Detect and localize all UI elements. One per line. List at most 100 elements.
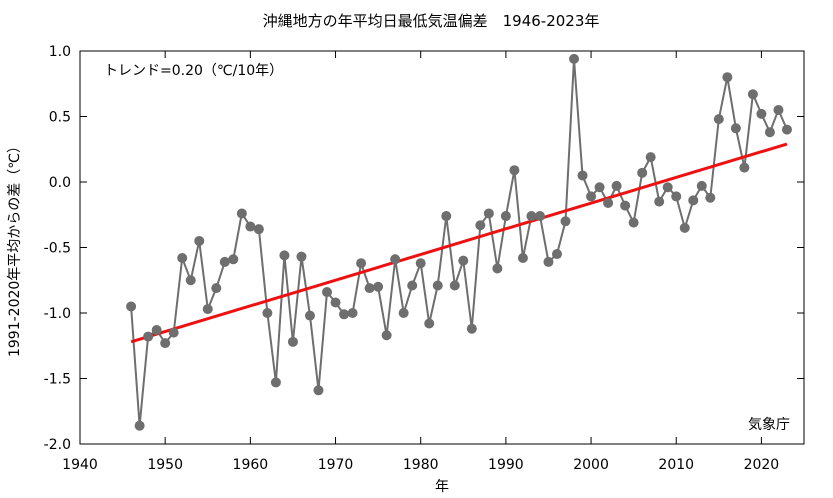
data-point <box>390 254 401 265</box>
data-point <box>730 123 741 134</box>
data-point <box>151 325 162 336</box>
data-point <box>270 377 281 388</box>
x-tick-label: 1940 <box>62 457 98 473</box>
data-point <box>424 318 435 329</box>
data-point <box>245 221 256 232</box>
data-point <box>134 420 145 431</box>
data-point <box>688 195 699 206</box>
data-point <box>645 152 656 163</box>
data-point <box>339 309 350 320</box>
data-point <box>679 222 690 233</box>
data-point <box>517 252 528 263</box>
data-point <box>764 127 775 138</box>
y-tick-label: -0.5 <box>44 241 71 257</box>
y-tick-label: -1.0 <box>44 306 71 322</box>
data-point <box>628 217 639 228</box>
data-point <box>781 124 792 135</box>
data-point <box>637 167 648 178</box>
data-point <box>594 182 605 193</box>
x-tick-label: 1960 <box>233 457 269 473</box>
data-point <box>586 191 597 202</box>
x-tick-label: 1950 <box>147 457 183 473</box>
trend-group <box>130 142 788 344</box>
data-point <box>253 224 264 235</box>
data-point <box>603 197 614 208</box>
y-axis-label: 1991-2020年平均からの差（℃） <box>7 139 23 357</box>
y-tick-label: -1.5 <box>44 372 71 388</box>
data-point <box>458 255 469 266</box>
data-point <box>500 211 511 222</box>
data-point <box>330 297 341 308</box>
data-point <box>560 216 571 227</box>
axis-ticks: 1940 1950 1960 1970 1980 1990 2000 2010 2020 -2.0… <box>44 44 804 473</box>
data-point <box>747 89 758 100</box>
data-point <box>509 165 520 176</box>
source-label: 気象庁 <box>748 417 790 433</box>
data-point <box>475 220 486 231</box>
data-point <box>381 330 392 341</box>
data-point <box>620 200 631 211</box>
data-point <box>654 196 665 207</box>
data-point <box>705 192 716 203</box>
y-tick-label: 0.5 <box>49 110 71 126</box>
data-point <box>373 281 384 292</box>
data-point <box>449 280 460 291</box>
data-point <box>364 283 375 294</box>
data-point <box>296 251 307 262</box>
data-point <box>611 180 622 191</box>
data-point <box>722 72 733 83</box>
data-point <box>492 263 503 274</box>
data-point <box>287 336 298 347</box>
data-point <box>543 256 554 267</box>
series-line <box>130 58 788 426</box>
data-point <box>126 301 137 312</box>
data-point <box>304 310 315 321</box>
data-point <box>211 283 222 294</box>
data-point <box>483 208 494 219</box>
data-point <box>160 338 171 349</box>
data-point <box>407 280 418 291</box>
data-point <box>526 211 537 222</box>
data-point <box>415 258 426 269</box>
data-point <box>262 308 273 318</box>
y-tick-label: 0.0 <box>49 175 71 191</box>
data-point <box>534 211 545 222</box>
data-point <box>432 280 443 291</box>
data-points <box>126 53 792 431</box>
data-point <box>466 323 477 334</box>
data-point <box>739 162 750 173</box>
data-point <box>228 254 239 265</box>
x-tick-label: 1990 <box>488 457 524 473</box>
data-point <box>168 327 179 338</box>
data-point <box>143 331 154 342</box>
data-point <box>551 249 562 260</box>
x-tick-label: 2020 <box>744 457 780 473</box>
data-point <box>219 256 230 267</box>
x-tick-label: 1970 <box>318 457 354 473</box>
data-point <box>322 287 333 298</box>
data-point <box>577 170 588 181</box>
data-point <box>398 308 409 318</box>
chart-title: 沖縄地方の年平均日最低気温偏差 1946-2023年 <box>263 12 600 30</box>
data-point <box>347 308 358 318</box>
x-tick-label: 2000 <box>573 457 609 473</box>
data-point <box>773 104 784 115</box>
data-point <box>236 208 247 219</box>
data-point <box>177 252 188 263</box>
data-point <box>756 108 767 119</box>
x-tick-label: 1980 <box>403 457 439 473</box>
data-point <box>662 182 673 193</box>
data-point <box>279 250 290 261</box>
data-point <box>194 235 205 246</box>
data-point <box>696 180 707 191</box>
data-point <box>202 304 213 315</box>
y-tick-label: 1.0 <box>49 44 71 60</box>
data-point <box>313 385 324 396</box>
data-point <box>671 191 682 202</box>
data-point <box>441 211 452 222</box>
y-tick-label: -2.0 <box>44 437 71 453</box>
x-tick-label: 2010 <box>658 457 694 473</box>
data-point <box>185 275 196 286</box>
